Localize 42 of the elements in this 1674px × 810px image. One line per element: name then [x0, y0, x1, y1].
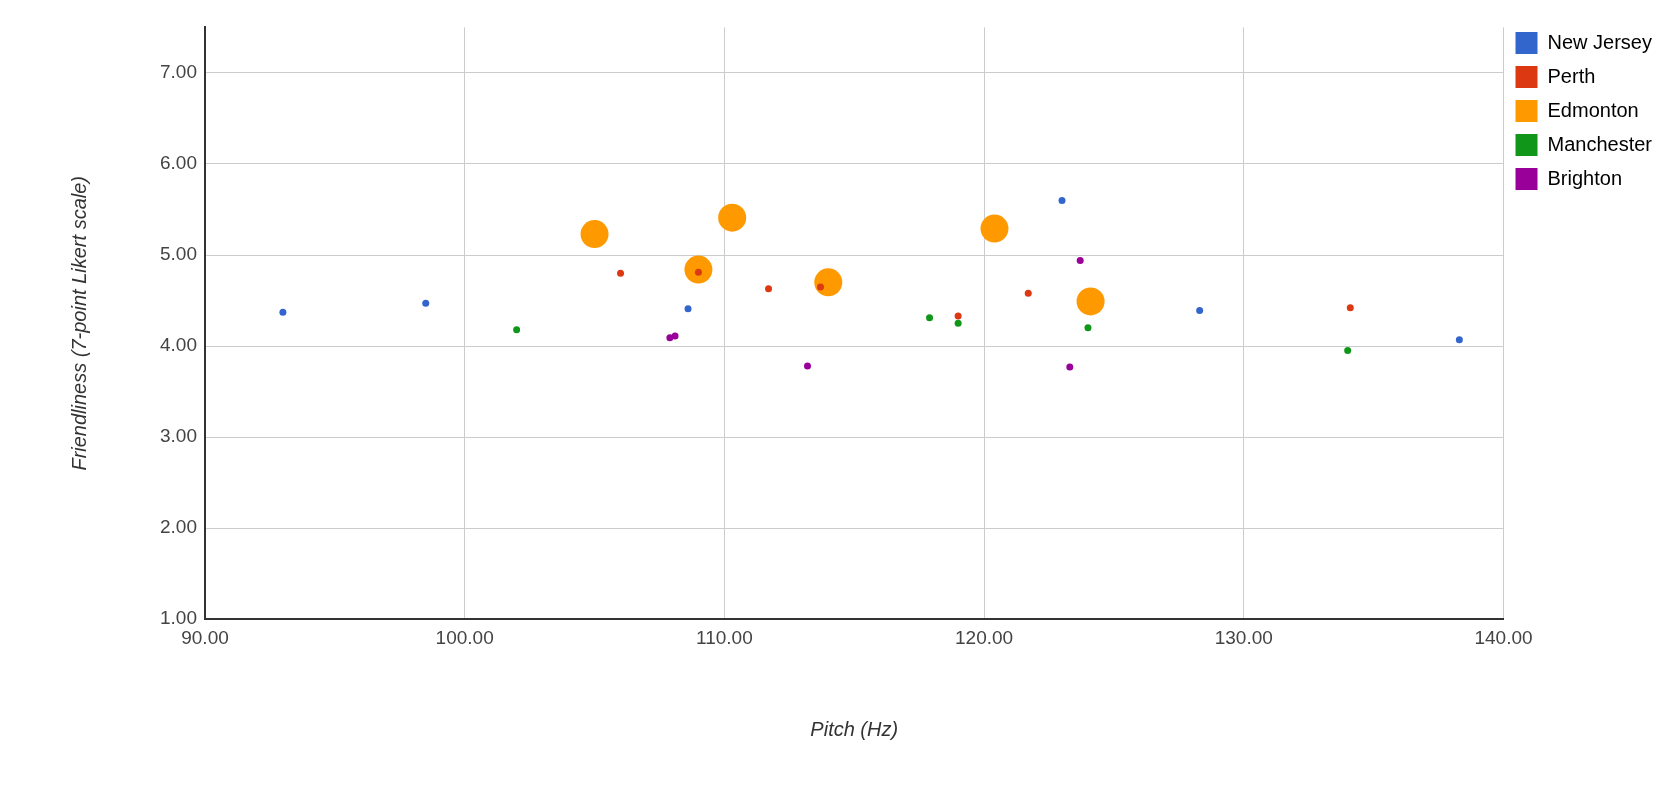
legend-label: Brighton: [1547, 166, 1623, 189]
point: [1066, 363, 1074, 371]
legend-label: Manchester: [1547, 132, 1653, 155]
point: [666, 334, 674, 342]
y-axis-title: Friendliness (7-point Likert scale): [67, 176, 90, 471]
y-tick-label: 5.00: [160, 243, 197, 265]
point: [1024, 289, 1032, 297]
point: [671, 332, 679, 340]
point: [954, 319, 962, 327]
legend-label: Edmonton: [1547, 98, 1639, 121]
point: [1058, 196, 1066, 204]
y-tick-label: 2.00: [160, 516, 197, 538]
legend-label: New Jersey: [1547, 30, 1652, 53]
x-tick-label: 120.00: [955, 626, 1014, 648]
y-tick-label: 1.00: [160, 607, 197, 629]
point: [926, 314, 934, 322]
point: [617, 269, 625, 277]
point: [816, 283, 824, 291]
point: [1344, 347, 1352, 355]
x-tick-label: 100.00: [435, 626, 494, 648]
y-tick-label: 3.00: [160, 425, 197, 447]
point: [954, 312, 962, 320]
point: [1196, 307, 1204, 315]
legend-label: Perth: [1547, 64, 1596, 87]
point: [513, 326, 521, 334]
y-tick-label: 6.00: [160, 152, 197, 174]
y-tick-label: 4.00: [160, 334, 197, 356]
x-tick-label: 140.00: [1474, 626, 1533, 648]
x-tick-label: 130.00: [1214, 626, 1273, 648]
point: [684, 305, 692, 313]
x-axis-title: Pitch (Hz): [810, 717, 899, 740]
point: [1076, 256, 1084, 264]
y-tick-label: 7.00: [160, 61, 197, 83]
x-tick-label: 90.00: [181, 626, 229, 648]
point: [1455, 336, 1463, 344]
point: [765, 285, 773, 293]
point: [279, 308, 287, 316]
point: [1084, 324, 1092, 332]
x-tick-label: 110.00: [696, 626, 753, 648]
point: [1346, 304, 1354, 312]
point: [422, 299, 430, 307]
point: [804, 362, 811, 370]
